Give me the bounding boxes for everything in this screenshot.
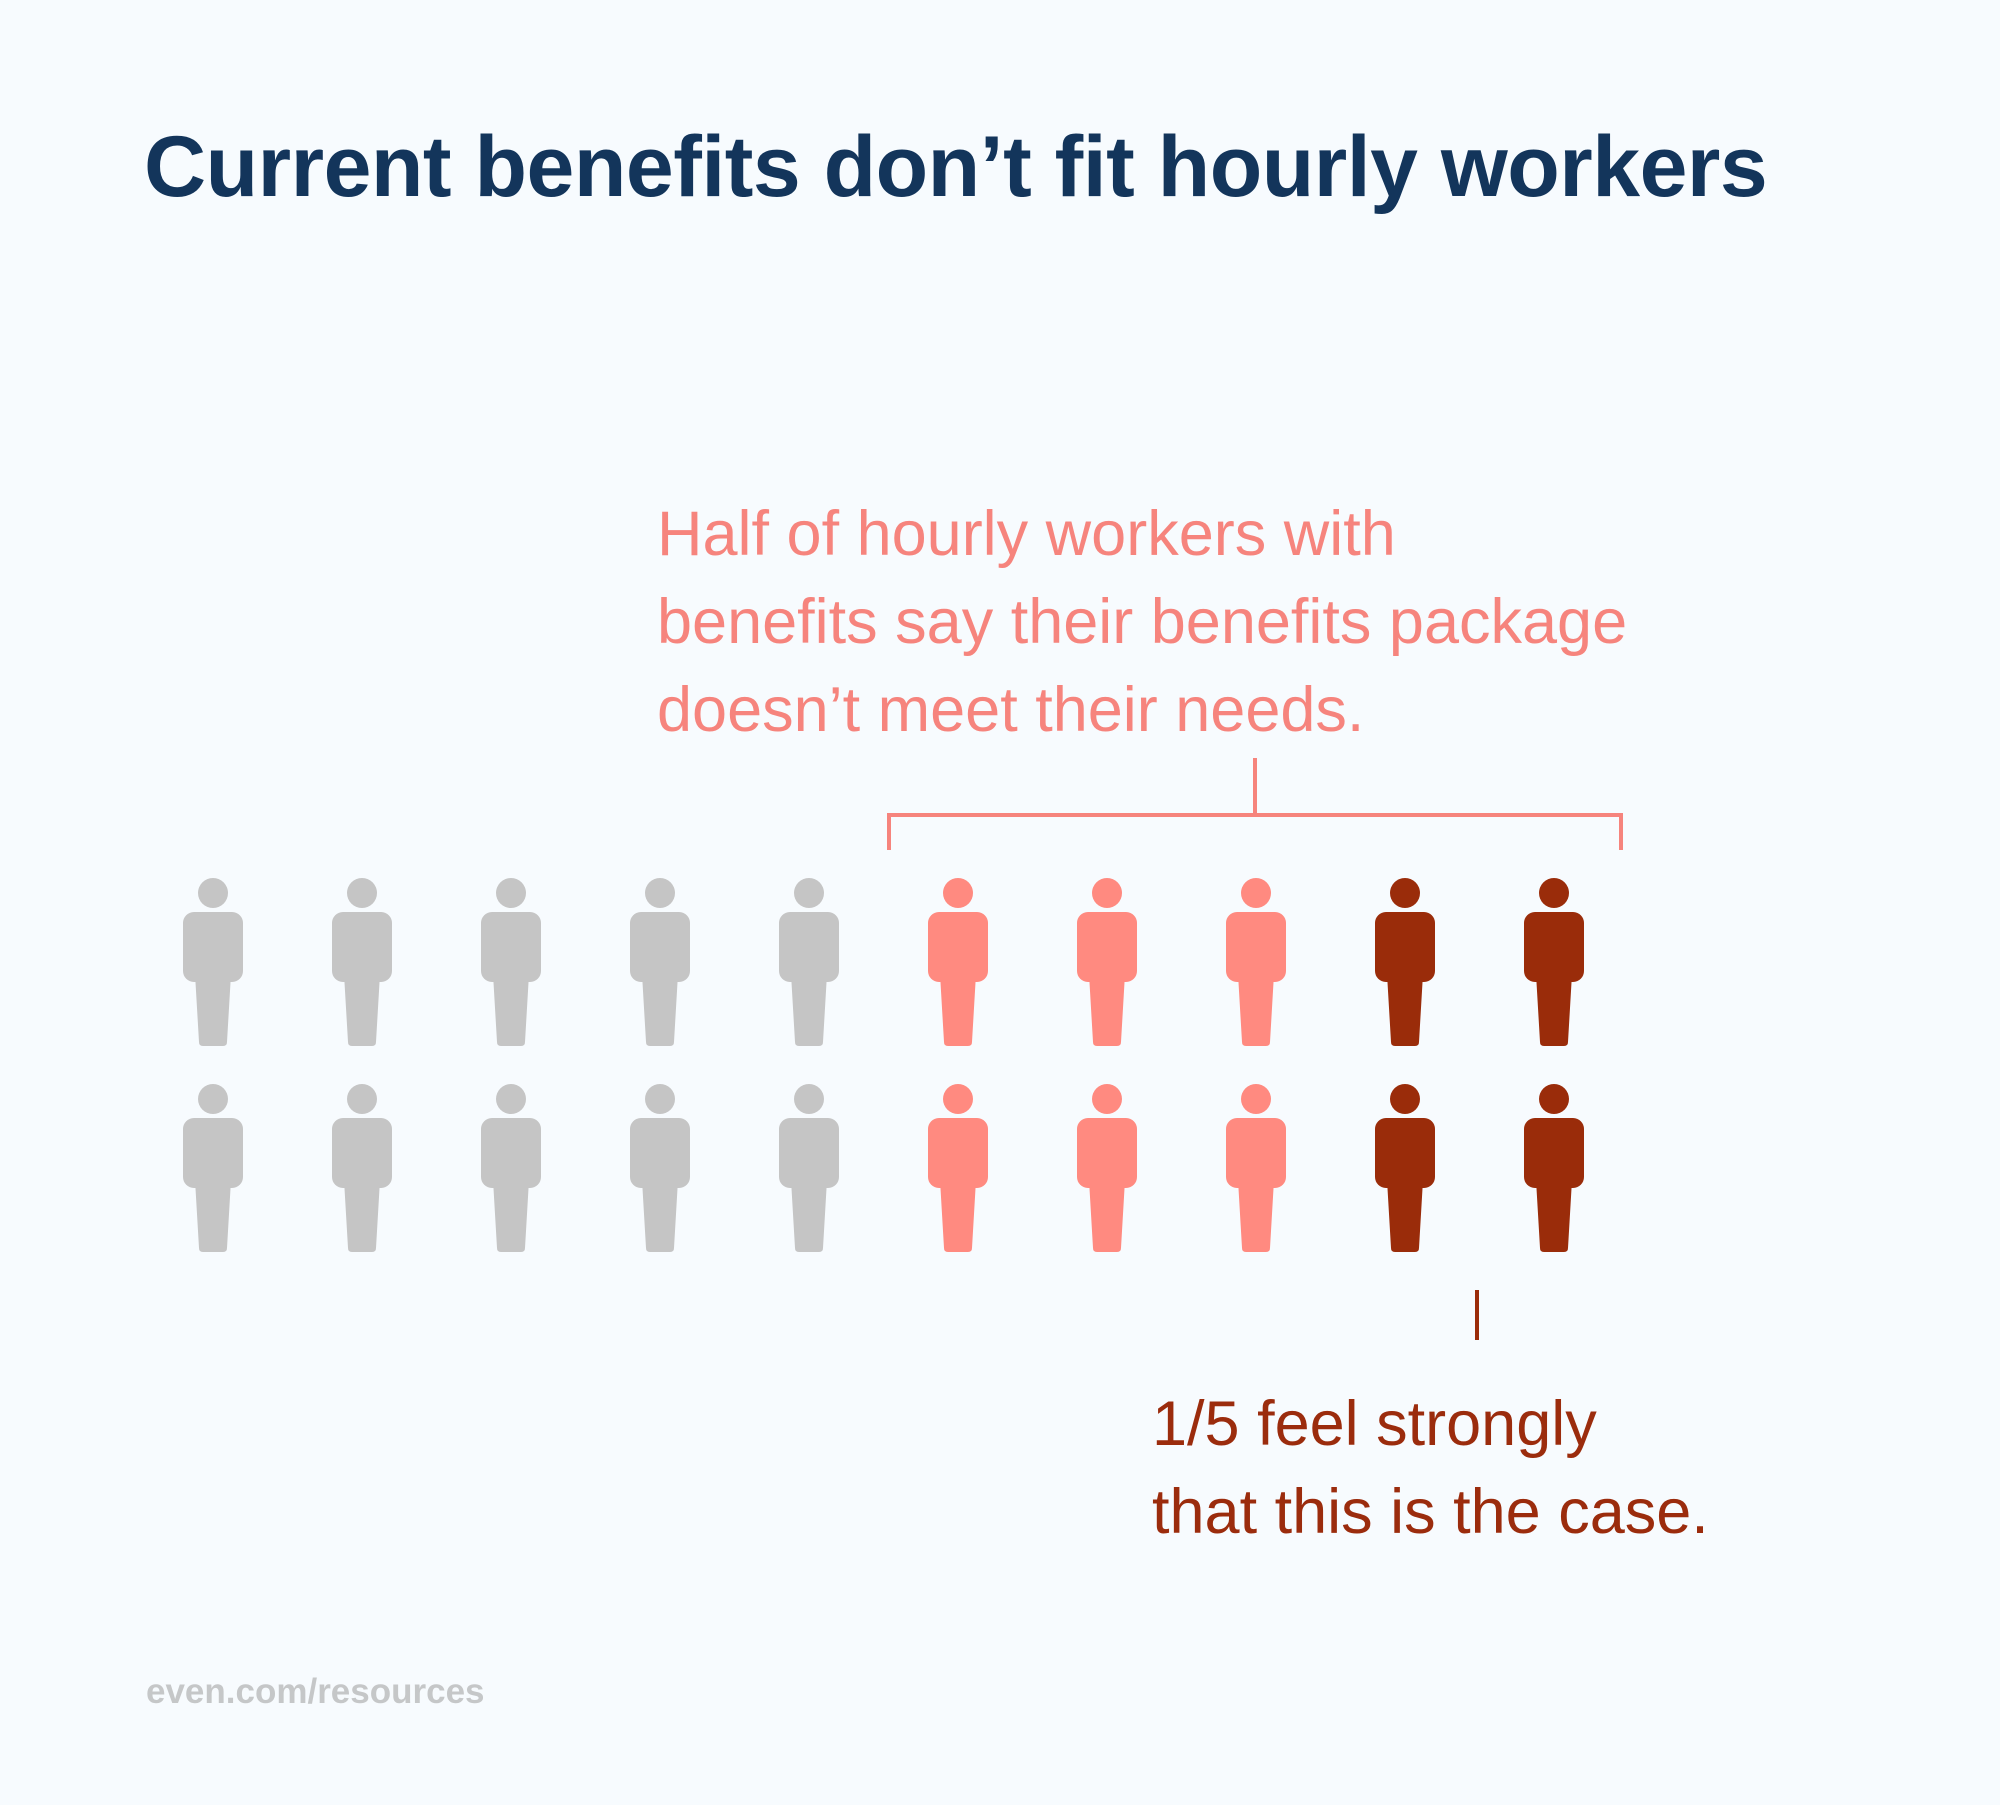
person-icon-feel-strongly-r1-c9 [1375, 878, 1435, 1046]
person-icon-grid [183, 878, 1584, 1252]
person-icon-dont-meet-needs-r1-c6 [928, 878, 988, 1046]
person-icon-other-r2-c2 [332, 1084, 392, 1252]
chart-title: Current benefits don’t fit hourly worker… [144, 119, 1768, 215]
person-icon-feel-strongly-r2-c10 [1524, 1084, 1584, 1252]
person-icon-dont-meet-needs-r2-c7 [1077, 1084, 1137, 1252]
person-icon-other-r1-c2 [332, 878, 392, 1046]
person-icon-feel-strongly-r1-c10 [1524, 878, 1584, 1046]
person-icon-dont-meet-needs-r1-c7 [1077, 878, 1137, 1046]
half-workers-annotation: Half of hourly workers with benefits say… [657, 499, 1628, 745]
person-icon-dont-meet-needs-r2-c6 [928, 1084, 988, 1252]
person-icon-other-r1-c4 [630, 878, 690, 1046]
person-icon-other-r1-c3 [481, 878, 541, 1046]
person-icon-dont-meet-needs-r1-c8 [1226, 878, 1286, 1046]
person-icon-other-r1-c1 [183, 878, 243, 1046]
bracket-line [887, 758, 1623, 850]
person-icon-other-r2-c4 [630, 1084, 690, 1252]
feel-strongly-annotation: 1/5 feel strongly that this is the case. [1152, 1389, 1709, 1547]
person-icon-dont-meet-needs-r2-c8 [1226, 1084, 1286, 1252]
half-bracket [887, 758, 1623, 850]
person-icon-other-r2-c3 [481, 1084, 541, 1252]
person-icon-other-r2-c1 [183, 1084, 243, 1252]
person-icon-feel-strongly-r2-c9 [1375, 1084, 1435, 1252]
person-icon-other-r2-c5 [779, 1084, 839, 1252]
person-icon-other-r1-c5 [779, 878, 839, 1046]
source-footer: even.com/resources [146, 1672, 485, 1711]
